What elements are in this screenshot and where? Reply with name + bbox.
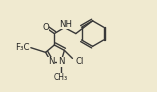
Text: O: O [42,23,49,32]
Text: N: N [58,57,64,66]
Text: F₃C: F₃C [15,43,30,52]
Text: NH: NH [59,20,72,29]
Text: CH₃: CH₃ [54,73,68,82]
Text: Cl: Cl [76,57,84,66]
Text: N: N [48,57,54,66]
